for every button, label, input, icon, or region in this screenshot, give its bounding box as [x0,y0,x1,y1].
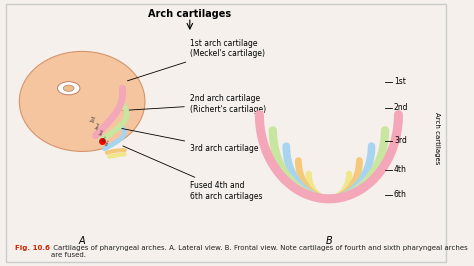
Text: 3rd arch cartilage: 3rd arch cartilage [121,128,258,153]
Text: Arch cartilages: Arch cartilages [434,112,439,164]
Text: 1st: 1st [394,77,406,86]
Text: 3rd: 3rd [394,136,407,146]
Text: 6th: 6th [105,139,111,147]
Text: 3rd: 3rd [99,129,105,137]
Text: Fused 4th and
6th arch cartilages: Fused 4th and 6th arch cartilages [123,146,262,201]
Ellipse shape [19,51,145,151]
Circle shape [57,82,80,95]
Text: 6th: 6th [394,190,407,199]
Text: 2nd: 2nd [95,121,101,130]
Text: 2nd: 2nd [394,103,409,113]
Circle shape [64,85,74,92]
Text: Cartilages of pharyngeal arches. A. Lateral view. B. Frontal view. Note cartilag: Cartilages of pharyngeal arches. A. Late… [51,245,467,258]
Text: 4th: 4th [394,165,407,174]
Text: 1st arch cartilage
(Meckel's cartilage): 1st arch cartilage (Meckel's cartilage) [128,39,265,81]
Text: 4th: 4th [102,135,109,142]
Text: 1st: 1st [90,115,97,123]
Text: Fig. 10.6: Fig. 10.6 [15,245,50,251]
FancyBboxPatch shape [6,4,446,262]
Text: Arch cartilages: Arch cartilages [148,9,231,19]
Text: B: B [326,236,332,246]
Text: 2nd arch cartilage
(Richert's cartilage): 2nd arch cartilage (Richert's cartilage) [123,94,266,114]
Text: A: A [79,236,85,246]
